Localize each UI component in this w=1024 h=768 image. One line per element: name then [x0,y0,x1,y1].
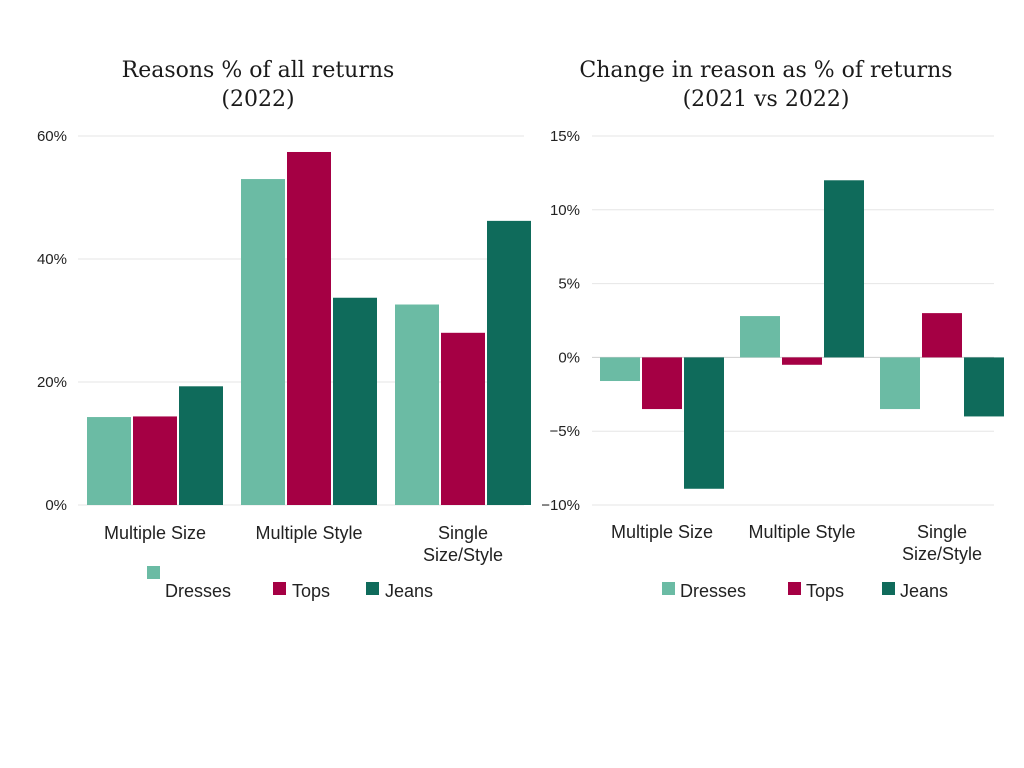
legend-swatch-dresses [147,566,160,579]
legend-label-jeans: Jeans [900,581,948,601]
legend-swatch-tops [788,582,801,595]
y-tick-label: −10% [541,497,580,514]
reason-change-chart: Change in reason as % of returns (2021 vs… [541,58,1004,601]
legend-label-dresses: Dresses [680,581,746,601]
bar-dresses-multiple-size [600,357,640,382]
y-tick-label: 60% [37,128,67,145]
bar-tops-single-size-style [441,332,485,505]
bar-dresses-multiple-style [740,316,780,358]
legend-swatch-jeans [366,582,379,595]
bar-jeans-multiple-style [333,297,377,505]
bar-tops-single-size-style [922,313,962,358]
bar-jeans-multiple-style [824,180,864,358]
legend-label-tops: Tops [806,581,844,601]
chart-title-line-1: Reasons % of all returns [122,58,395,83]
y-tick-label: 20% [37,374,67,391]
y-tick-label: 0% [558,349,580,366]
bar-dresses-single-size-style [395,304,439,505]
y-tick-label: 15% [550,128,580,145]
bar-tops-multiple-size [133,416,177,505]
bar-tops-multiple-size [642,357,682,410]
bar-tops-multiple-style [782,357,822,365]
x-category-label: Single [917,522,967,542]
legend-label-jeans: Jeans [385,581,433,601]
bar-jeans-single-size-style [487,220,531,505]
y-tick-label: 40% [37,251,67,268]
legend-swatch-jeans [882,582,895,595]
chart-title-line-2: (2021 vs 2022) [683,87,850,112]
x-category-label: Multiple Style [255,523,362,543]
bar-dresses-multiple-size [87,417,131,505]
x-category-label: Multiple Size [611,522,713,542]
returns-reasons-chart: Reasons % of all returns (2022) 0% 20% 40% 60… [37,58,531,601]
bar-jeans-single-size-style [964,357,1004,417]
y-tick-label: 10% [550,202,580,219]
bar-dresses-multiple-style [241,179,285,506]
x-category-label: Size/Style [423,545,503,565]
x-category-label: Multiple Size [104,523,206,543]
legend-label-tops: Tops [292,581,330,601]
legend-label-dresses: Dresses [165,581,231,601]
x-category-label: Single [438,523,488,543]
chart-title-line-2: (2022) [221,87,294,112]
bar-tops-multiple-style [287,151,331,506]
x-category-label: Multiple Style [748,522,855,542]
chart-title-line-1: Change in reason as % of returns [579,58,952,83]
legend-swatch-dresses [662,582,675,595]
x-category-label: Size/Style [902,544,982,564]
legend-swatch-tops [273,582,286,595]
y-tick-label: 0% [45,497,67,514]
bar-dresses-single-size-style [880,357,920,410]
bar-jeans-multiple-size [179,386,223,505]
y-tick-label: 5% [558,276,580,293]
bar-jeans-multiple-size [684,357,724,489]
y-tick-label: −5% [550,423,580,440]
